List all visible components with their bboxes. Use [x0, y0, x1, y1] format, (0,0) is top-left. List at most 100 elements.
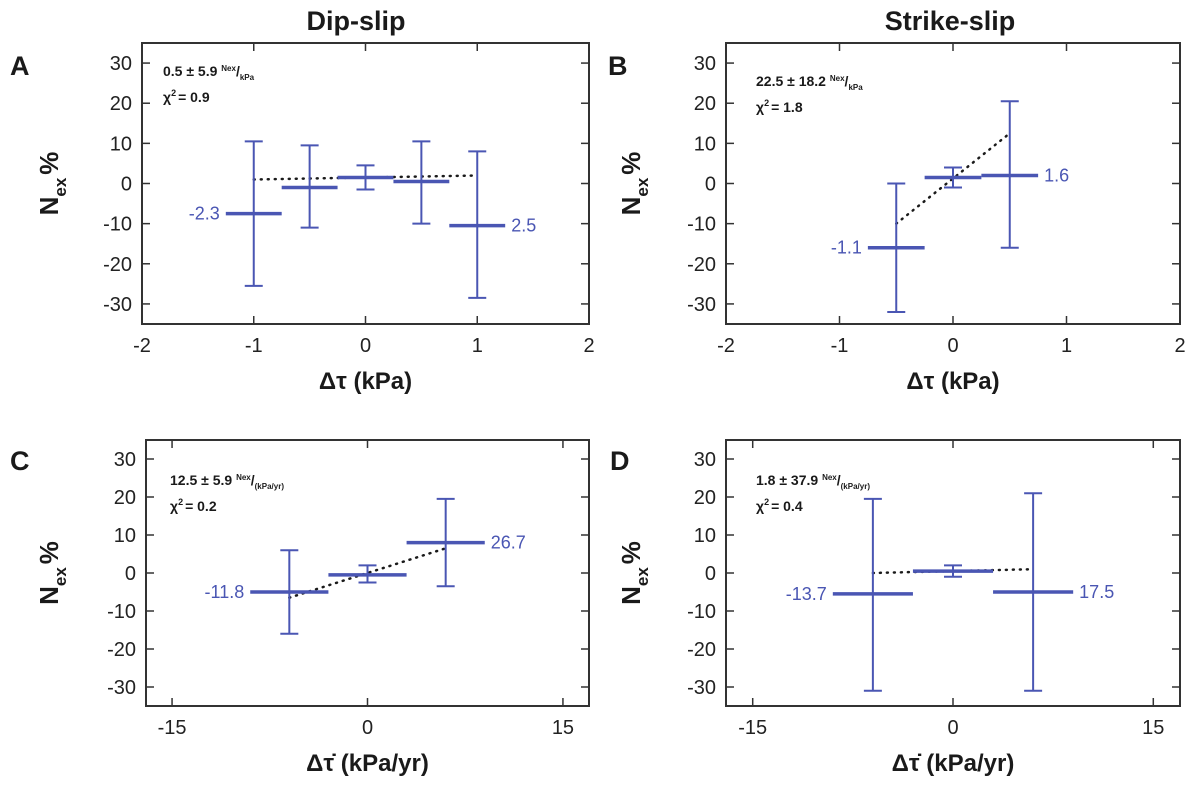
y-tick-label: 20 [114, 487, 136, 509]
panel-letter: A [10, 51, 30, 81]
y-axis-label-suffix: % [34, 152, 64, 175]
data-point [912, 564, 994, 578]
y-tick-label: 10 [110, 133, 132, 155]
y-tick-label: -10 [103, 214, 132, 236]
data-point: 2.5 [449, 150, 536, 299]
fit-slope-value: 1.8 ± 37.9 [756, 472, 822, 488]
y-tick-label: 10 [694, 525, 716, 547]
data-label: 1.6 [1044, 165, 1069, 185]
y-tick-label: -10 [687, 601, 716, 623]
y-tick-label: -20 [103, 254, 132, 276]
panel-d: D 30 20 10 0 -10 -20 -30 -15 0 15 Δτ̇ (kPa/yr) Nex% 1… [610, 439, 1181, 777]
chi-symbol: χ [163, 89, 171, 105]
y-tick-label: -20 [687, 639, 716, 661]
x-tick-label: -2 [717, 335, 735, 357]
chi-exponent: 2 [764, 497, 769, 507]
x-tick-label: 0 [947, 335, 958, 357]
chi-exponent: 2 [171, 88, 176, 98]
y-axis-label-main: N [616, 586, 646, 605]
x-tick-label: 0 [360, 335, 371, 357]
fit-slope-annotation: 1.8 ± 37.9 Nex/(kPa/yr) [756, 472, 870, 491]
fit-slope-annotation: 0.5 ± 5.9 Nex/kPa [163, 63, 255, 82]
chi-exponent: 2 [178, 497, 183, 507]
y-axis-label: Nex% [616, 152, 652, 216]
y-tick-label: 0 [125, 563, 136, 585]
fit-slope-unit-numerator: Nex [830, 74, 845, 83]
x-axis-label: Δτ̇ (kPa/yr) [306, 750, 429, 777]
panel-letter: C [10, 446, 30, 476]
data-point: -2.3 [189, 140, 282, 287]
x-tick-label: -2 [133, 335, 151, 357]
fit-slope-value: 22.5 ± 18.2 [756, 73, 830, 89]
column-title-dip-slip: Dip-slip [307, 6, 406, 36]
y-axis-label-sub: ex [51, 567, 70, 586]
x-tick-label: -1 [831, 335, 849, 357]
data-point: -1.1 [831, 182, 925, 313]
x-axis-label: Δτ (kPa) [319, 368, 412, 395]
y-tick-label: -20 [687, 254, 716, 276]
x-tick-label: 1 [472, 335, 483, 357]
fit-slope-unit-denominator: kPa [848, 83, 863, 92]
y-axis-label-suffix: % [616, 152, 646, 175]
y-axis-label-sub: ex [633, 567, 652, 586]
data-point: -13.7 [786, 497, 913, 692]
data-label: 26.7 [491, 533, 526, 553]
y-tick-label: 20 [694, 487, 716, 509]
x-tick-label: 15 [1142, 717, 1164, 739]
x-axis-label: Δτ (kPa) [906, 368, 999, 395]
fit-slope-value: 12.5 ± 5.9 [170, 472, 236, 488]
data-point [337, 164, 394, 191]
fit-slope-unit-denominator: (kPa/yr) [255, 482, 285, 491]
y-axis-label-sub: ex [51, 177, 70, 196]
x-tick-label: -1 [245, 335, 263, 357]
chi-symbol: χ [756, 99, 764, 115]
y-axis-label: Nex% [34, 541, 70, 605]
chi-squared-value: = 0.4 [771, 498, 803, 514]
chi-symbol: χ [756, 498, 764, 514]
y-tick-label: 30 [694, 449, 716, 471]
fit-slope-unit-slash: / [837, 472, 841, 488]
chi-exponent: 2 [764, 98, 769, 108]
y-axis-label-suffix: % [34, 541, 64, 564]
data-label: 17.5 [1079, 582, 1114, 602]
y-tick-label: 0 [705, 174, 716, 196]
y-tick-label: 10 [694, 133, 716, 155]
chi-squared-annotation: χ2 = 0.2 [170, 497, 217, 514]
x-tick-label: 0 [947, 717, 958, 739]
chi-squared-value: = 0.9 [178, 89, 210, 105]
x-tick-label: 1 [1061, 335, 1072, 357]
y-tick-label: -20 [107, 639, 136, 661]
fit-slope-unit-denominator: kPa [240, 73, 255, 82]
data-label: -2.3 [189, 204, 220, 224]
fit-slope-unit-numerator: Nex [822, 473, 837, 482]
x-tick-label: 2 [1174, 335, 1185, 357]
y-tick-label: 20 [110, 93, 132, 115]
fit-slope-unit-numerator: Nex [236, 473, 251, 482]
x-tick-label: -15 [158, 717, 187, 739]
fit-slope-unit-slash: / [845, 73, 849, 89]
fit-slope-unit-slash: / [236, 63, 240, 79]
y-tick-label: 30 [114, 449, 136, 471]
y-tick-label: -30 [687, 677, 716, 699]
y-tick-label: 20 [694, 93, 716, 115]
data-point: 26.7 [406, 497, 526, 588]
data-point: -11.8 [205, 549, 329, 635]
data-point: 1.6 [981, 100, 1069, 249]
y-axis-label-main: N [34, 586, 64, 605]
fit-slope-annotation: 22.5 ± 18.2 Nex/kPa [756, 73, 863, 92]
chi-squared-annotation: χ2 = 0.4 [756, 497, 803, 514]
column-title-strike-slip: Strike-slip [885, 6, 1016, 36]
fit-slope-unit-numerator: Nex [221, 64, 236, 73]
x-tick-label: 2 [583, 335, 594, 357]
y-axis-label: Nex% [616, 541, 652, 605]
fit-line [288, 547, 447, 599]
data-point [281, 144, 338, 229]
chi-squared-value: = 0.2 [185, 498, 217, 514]
y-tick-label: 0 [705, 563, 716, 585]
chi-squared-annotation: χ2 = 0.9 [163, 88, 210, 105]
data-label: 2.5 [511, 216, 536, 236]
fit-line [895, 132, 1011, 225]
